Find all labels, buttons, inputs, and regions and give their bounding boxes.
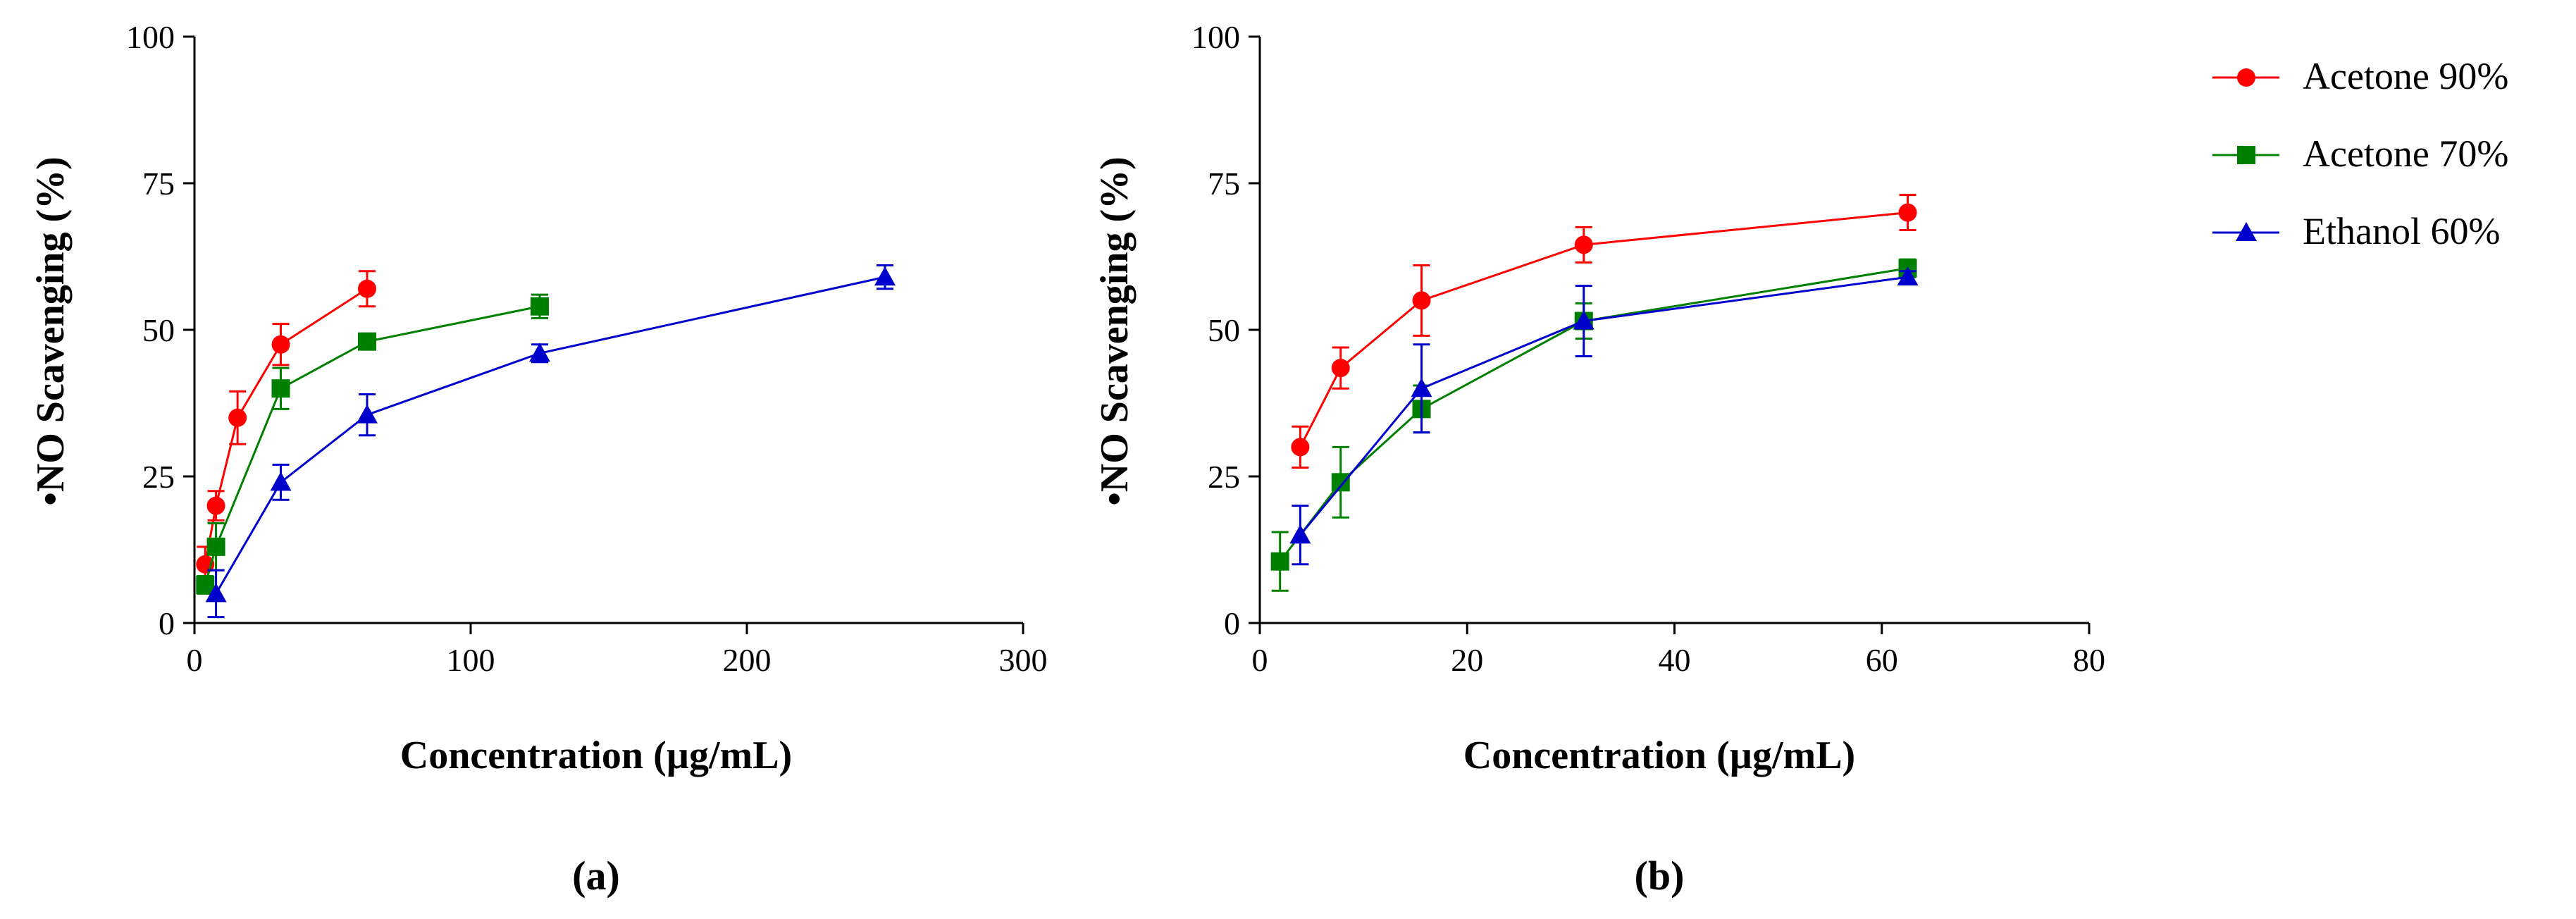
panel-b: •NO Scavenging (%) Concentration (µg/mL)… [1093, 156, 1855, 899]
legend-label-acetone-90: Acetone 90% [2303, 55, 2508, 97]
panel-a-ylabel: •NO Scavenging (%) [29, 156, 73, 506]
legend: Acetone 90% Acetone 70% Ethanol 60% [2212, 55, 2508, 252]
panel-b-y-tick-label-75: 75 [1208, 166, 1240, 202]
panel-a-y-tick-label-50: 50 [142, 312, 175, 348]
panel-a-y-tick-label-25: 25 [142, 459, 175, 495]
panel-a: •NO Scavenging (%) Concentration (µg/mL)… [29, 156, 792, 899]
legend-marker-acetone-70 [2237, 146, 2255, 164]
panel-b-point-ethanol-60-3 [1897, 266, 1919, 286]
panel-b-plot: 0 25 50 75 100 0 20 40 60 80 [1191, 19, 2105, 678]
panel-b-point-acetone-70-1 [1331, 473, 1350, 492]
panel-a-point-ethanol-60-2 [357, 404, 378, 424]
panel-b-series-acetone-90 [1291, 194, 1917, 469]
panel-b-x-tick-label-60: 60 [1866, 642, 1898, 678]
panel-b-x-tick-label-20: 20 [1451, 642, 1483, 678]
panel-a-point-acetone-90-2 [228, 408, 247, 427]
panel-b-point-acetone-90-4 [1898, 203, 1917, 222]
panel-a-xlabel: Concentration (µg/mL) [400, 734, 792, 777]
panel-a-series-acetone-70 [196, 293, 549, 595]
panel-a-series-acetone-90 [196, 270, 376, 584]
panel-a-point-acetone-90-3 [271, 335, 290, 354]
panel-a-plot: 0 25 50 75 100 0 100 200 300 [126, 19, 1048, 678]
panel-a-series-line-ethanol-60 [215, 276, 886, 595]
panel-a-point-acetone-70-0 [196, 575, 215, 594]
panel-a-series-ethanol-60 [205, 264, 896, 619]
panel-b-point-ethanol-60-0 [1289, 524, 1311, 544]
panel-b-xlabel: Concentration (µg/mL) [1463, 734, 1855, 777]
panel-a-point-acetone-70-1 [206, 537, 225, 556]
legend-marker-ethanol-60 [2236, 222, 2257, 241]
panel-a-point-ethanol-60-1 [270, 471, 292, 491]
panel-a-point-ethanol-60-3 [529, 343, 550, 362]
panel-a-y-tick-label-0: 0 [159, 605, 175, 641]
panel-b-y-tick-label-50: 50 [1208, 312, 1240, 348]
panel-b-series-acetone-70 [1270, 258, 1917, 592]
panel-a-point-acetone-70-2 [271, 379, 290, 398]
legend-label-ethanol-60: Ethanol 60% [2303, 210, 2500, 252]
panel-b-series-line-acetone-90 [1299, 211, 1908, 448]
panel-b-x-tick-label-0: 0 [1252, 642, 1268, 678]
panel-b-label: (b) [1635, 853, 1685, 899]
legend-marker-acetone-90 [2237, 68, 2255, 87]
panel-b-point-acetone-90-1 [1331, 359, 1350, 378]
panel-b-y-tick-label-0: 0 [1224, 605, 1240, 641]
plot-layer: 0 25 50 75 100 0 100 200 300 0 25 50 75 100 0 20 40 60 80 [126, 19, 2105, 678]
legend-label-acetone-70: Acetone 70% [2303, 132, 2508, 175]
panel-a-x-tick-label-200: 200 [723, 642, 772, 678]
panel-b-x-tick-label-40: 40 [1659, 642, 1691, 678]
panel-b-point-acetone-90-0 [1291, 438, 1310, 457]
panel-a-point-ethanol-60-4 [874, 266, 896, 286]
panel-b-series-line-ethanol-60 [1299, 276, 1908, 536]
panel-a-y-tick-label-75: 75 [142, 166, 175, 202]
panel-a-point-acetone-90-4 [358, 279, 376, 298]
panel-b-y-tick-label-100: 100 [1191, 19, 1240, 55]
panel-b-y-tick-label-25: 25 [1208, 459, 1240, 495]
panel-b-point-acetone-90-2 [1412, 291, 1431, 310]
panel-b-point-ethanol-60-2 [1573, 310, 1594, 330]
panel-a-y-tick-label-100: 100 [126, 19, 175, 55]
panel-b-point-acetone-70-0 [1270, 552, 1289, 571]
panel-a-label: (a) [572, 853, 620, 899]
panel-b-x-tick-label-80: 80 [2073, 642, 2105, 678]
panel-b-series-ethanol-60 [1289, 266, 1919, 566]
panel-b-series-line-acetone-70 [1279, 267, 1908, 562]
panel-a-point-ethanol-60-0 [205, 583, 227, 603]
panel-a-point-acetone-90-1 [206, 496, 225, 515]
panel-b-ylabel: •NO Scavenging (%) [1093, 156, 1137, 506]
panel-a-x-tick-label-300: 300 [999, 642, 1048, 678]
panel-b-point-ethanol-60-1 [1411, 378, 1432, 397]
panel-a-series-line-acetone-90 [204, 288, 368, 565]
panel-a-x-tick-label-100: 100 [447, 642, 495, 678]
panel-a-point-acetone-70-3 [358, 332, 376, 351]
panel-a-x-tick-label-0: 0 [187, 642, 203, 678]
panel-b-point-acetone-90-3 [1574, 235, 1593, 254]
panel-a-point-acetone-70-4 [531, 297, 549, 316]
